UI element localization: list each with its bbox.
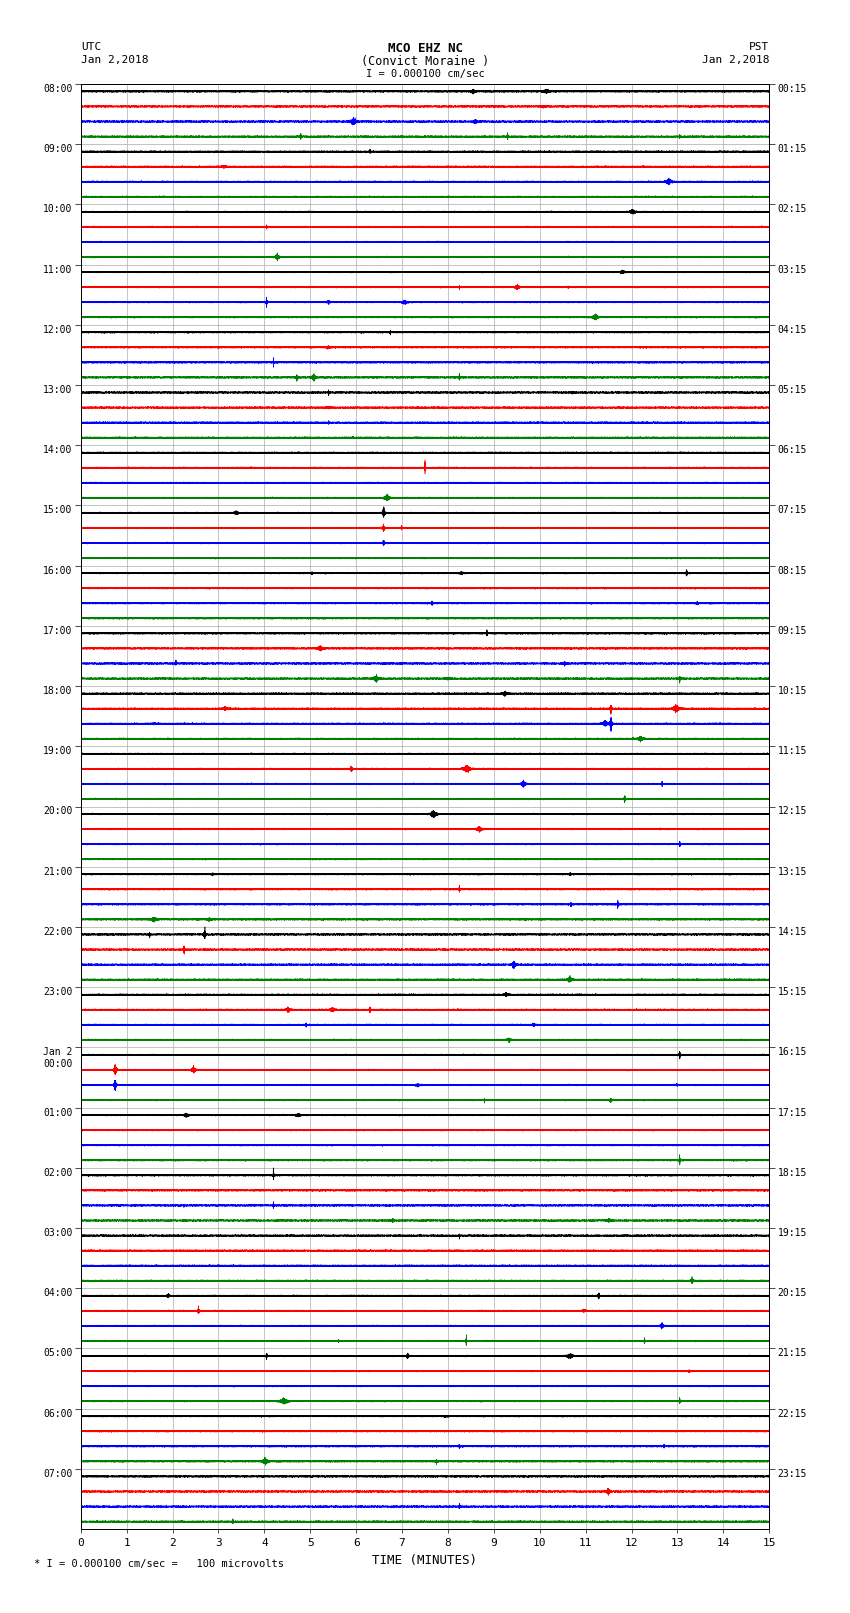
- Text: UTC: UTC: [81, 42, 101, 52]
- Text: I = 0.000100 cm/sec: I = 0.000100 cm/sec: [366, 69, 484, 79]
- Text: (Convict Moraine ): (Convict Moraine ): [361, 55, 489, 68]
- Text: PST: PST: [749, 42, 769, 52]
- Text: * I = 0.000100 cm/sec =   100 microvolts: * I = 0.000100 cm/sec = 100 microvolts: [34, 1560, 284, 1569]
- X-axis label: TIME (MINUTES): TIME (MINUTES): [372, 1553, 478, 1566]
- Text: MCO EHZ NC: MCO EHZ NC: [388, 42, 462, 55]
- Text: Jan 2,2018: Jan 2,2018: [702, 55, 769, 65]
- Text: Jan 2,2018: Jan 2,2018: [81, 55, 148, 65]
